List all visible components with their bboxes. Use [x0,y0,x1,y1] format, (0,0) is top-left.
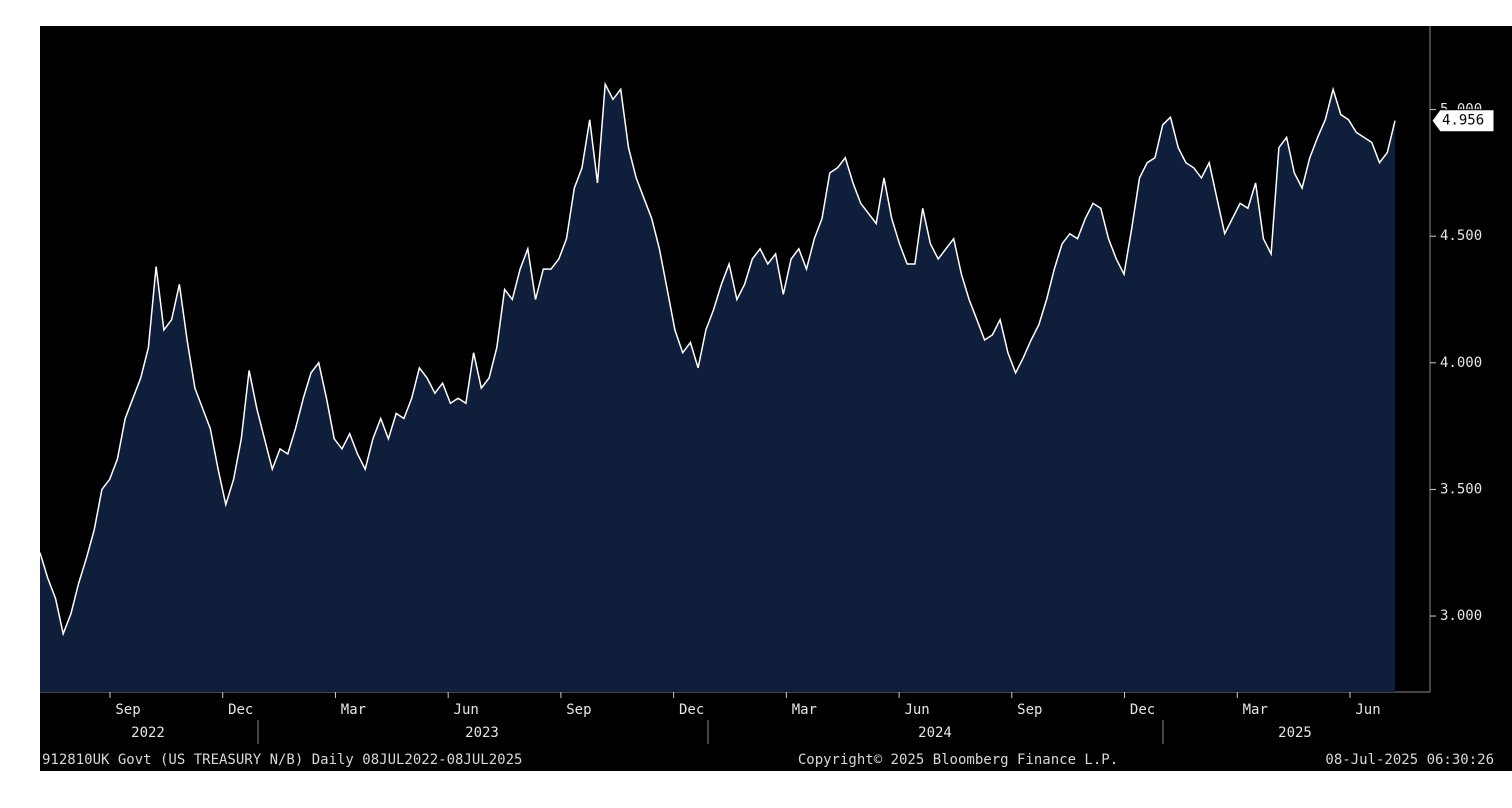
x-tick-label: Sep [115,702,140,718]
x-tick-label: Dec [228,702,253,718]
year-label: 2023 [465,725,499,741]
x-tick-label: Mar [792,702,817,718]
price-line [39,81,1396,637]
x-tick-label: Mar [1243,702,1268,718]
y-tick-label: 4.500 [1440,228,1482,244]
x-tick-label: Sep [1017,702,1042,718]
x-tick-label: Jun [454,702,479,718]
year-label: 2025 [1278,725,1312,741]
x-tick-label: Jun [1355,702,1380,718]
last-value-label: 4.956 [1442,113,1484,129]
y-tick-label: 3.500 [1440,481,1482,497]
last-value-box [1431,109,1495,133]
y-tick-label: 3.000 [1440,608,1482,624]
area-fill [40,84,1395,692]
x-tick-label: Dec [679,702,704,718]
x-tick-label: Sep [566,702,591,718]
footer-left: 912810UK Govt (US TREASURY N/B) Daily 08… [42,752,522,768]
footer-center: Copyright© 2025 Bloomberg Finance L.P. [798,752,1118,768]
y-tick-label: 4.000 [1440,355,1482,371]
year-label: 2022 [131,725,165,741]
footer-right: 08-Jul-2025 06:30:26 [1325,752,1494,768]
year-label: 2024 [918,725,952,741]
x-tick-label: Jun [904,702,929,718]
x-tick-label: Mar [341,702,366,718]
x-tick-label: Dec [1130,702,1155,718]
